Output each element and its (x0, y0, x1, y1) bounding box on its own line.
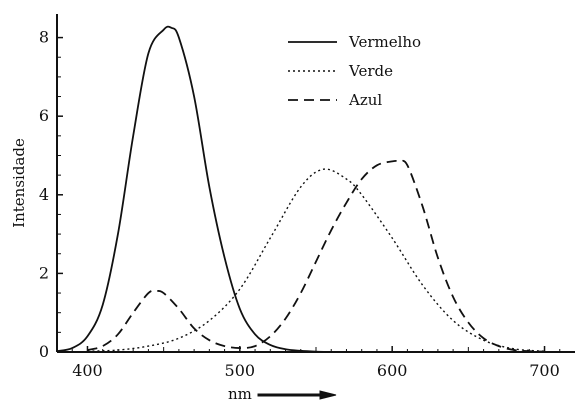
y-tick-label: 6 (39, 106, 49, 125)
legend: Vermelho Verde Azul (288, 33, 421, 109)
axes-layer: 0 2 4 6 8 400 500 600 700 (39, 14, 575, 380)
y-tick-label: 2 (39, 263, 49, 282)
x-axis-direction-arrow-icon (257, 390, 337, 400)
series-line-azul (87, 159, 545, 353)
y-tick-label: 4 (39, 185, 49, 204)
x-axis-title: nm (228, 385, 252, 403)
series-line-verde (87, 168, 545, 352)
x-tick-label: 500 (225, 361, 256, 380)
x-tick-label: 700 (529, 361, 560, 380)
y-tick-label: 8 (39, 28, 49, 47)
series-line-vermelho (56, 25, 332, 353)
legend-label-verde: Verde (348, 62, 393, 80)
y-tick-label: 0 (39, 342, 49, 361)
x-tick-label: 400 (72, 361, 103, 380)
y-axis-title: Intensidade (10, 138, 28, 228)
x-tick-label: 600 (377, 361, 408, 380)
legend-label-azul: Azul (348, 91, 382, 109)
legend-label-vermelho: Vermelho (348, 33, 421, 51)
series-layer (56, 25, 545, 353)
